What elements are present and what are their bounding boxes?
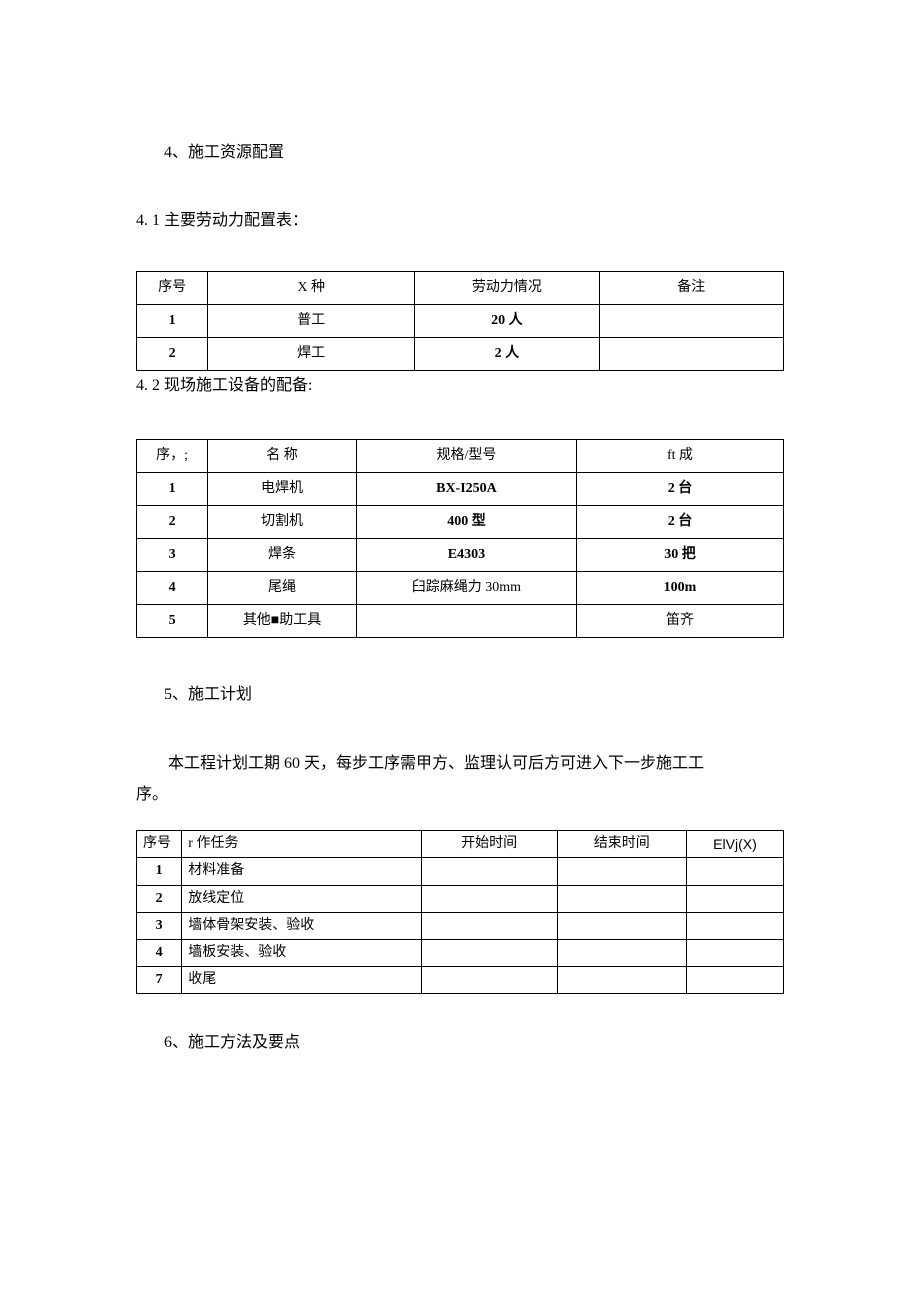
cell-qty: 30 把: [576, 538, 783, 571]
cell-labor: 2 人: [415, 338, 599, 371]
col-spec: 规格/型号: [356, 439, 576, 472]
cell-remark: [599, 305, 783, 338]
cell-name: 焊条: [208, 538, 357, 571]
col-seq: 序号: [137, 272, 208, 305]
cell-seq: 1: [137, 858, 182, 885]
table-row: 1 电焊机 BX-I250A 2 台: [137, 472, 784, 505]
cell-seq: 2: [137, 885, 182, 912]
table-header-row: 序号 X 种 劳动力情况 备注: [137, 272, 784, 305]
cell-spec: BX-I250A: [356, 472, 576, 505]
table-row: 4 墙板安装、验收: [137, 939, 784, 966]
cell-extra: [686, 885, 783, 912]
cell-remark: [599, 338, 783, 371]
cell-end: [557, 912, 686, 939]
table-row: 7 收尾: [137, 967, 784, 994]
cell-task: 墙板安装、验收: [182, 939, 421, 966]
body-line1: 本工程计划工期 60 天，每步工序需甲方、监理认可后方可进入下一步施工工: [136, 749, 784, 779]
document-page: 4、施工资源配置 4. 1 主要劳动力配置表： 序号 X 种 劳动力情况 备注 …: [0, 0, 920, 1198]
cell-extra: [686, 967, 783, 994]
col-qty: ft 成: [576, 439, 783, 472]
col-task: r 作任务: [182, 831, 421, 858]
table-row: 2 切割机 400 型 2 台: [137, 505, 784, 538]
cell-name: 电焊机: [208, 472, 357, 505]
table-row: 1 材料准备: [137, 858, 784, 885]
cell-qty: 2 台: [576, 505, 783, 538]
cell-name: 切割机: [208, 505, 357, 538]
cell-task: 墙体骨架安装、验收: [182, 912, 421, 939]
table-row: 1 普工 20 人: [137, 305, 784, 338]
col-remark: 备注: [599, 272, 783, 305]
cell-seq: 4: [137, 939, 182, 966]
cell-end: [557, 885, 686, 912]
col-extra: ElVj(X): [686, 831, 783, 858]
cell-name: 其他■助工具: [208, 604, 357, 637]
cell-seq: 7: [137, 967, 182, 994]
cell-type: 普工: [208, 305, 415, 338]
cell-extra: [686, 912, 783, 939]
table-row: 3 焊条 E4303 30 把: [137, 538, 784, 571]
cell-start: [421, 858, 557, 885]
cell-start: [421, 939, 557, 966]
labor-table: 序号 X 种 劳动力情况 备注 1 普工 20 人 2 焊工 2 人: [136, 271, 784, 371]
table-row: 3 墙体骨架安装、验收: [137, 912, 784, 939]
section6-heading: 6、施工方法及要点: [164, 1030, 784, 1056]
cell-end: [557, 967, 686, 994]
col-labor: 劳动力情况: [415, 272, 599, 305]
cell-start: [421, 912, 557, 939]
cell-seq: 2: [137, 505, 208, 538]
cell-seq: 2: [137, 338, 208, 371]
cell-seq: 1: [137, 305, 208, 338]
cell-spec: 400 型: [356, 505, 576, 538]
cell-task: 材料准备: [182, 858, 421, 885]
cell-qty: 笛齐: [576, 604, 783, 637]
cell-start: [421, 885, 557, 912]
cell-name: 尾绳: [208, 571, 357, 604]
cell-start: [421, 967, 557, 994]
section5-body: 本工程计划工期 60 天，每步工序需甲方、监理认可后方可进入下一步施工工 序。: [136, 749, 784, 810]
table-row: 2 放线定位: [137, 885, 784, 912]
cell-spec: 臼踪麻绳力 30mm: [356, 571, 576, 604]
col-end: 结束时间: [557, 831, 686, 858]
cell-task: 放线定位: [182, 885, 421, 912]
schedule-table: 序号 r 作任务 开始时间 结束时间 ElVj(X) 1 材料准备 2 放: [136, 830, 784, 994]
cell-type: 焊工: [208, 338, 415, 371]
col-start: 开始时间: [421, 831, 557, 858]
cell-end: [557, 858, 686, 885]
col-name: 名 称: [208, 439, 357, 472]
section41-subheading: 4. 1 主要劳动力配置表：: [136, 208, 784, 234]
cell-qty: 100m: [576, 571, 783, 604]
cell-seq: 1: [137, 472, 208, 505]
section4-heading: 4、施工资源配置: [164, 140, 784, 166]
table-header-row: 序，; 名 称 规格/型号 ft 成: [137, 439, 784, 472]
table-row: 5 其他■助工具 笛齐: [137, 604, 784, 637]
section42-subheading: 4. 2 现场施工设备的配备:: [136, 373, 784, 399]
table-header-row: 序号 r 作任务 开始时间 结束时间 ElVj(X): [137, 831, 784, 858]
section5-heading: 5、施工计划: [164, 682, 784, 708]
equipment-table: 序，; 名 称 规格/型号 ft 成 1 电焊机 BX-I250A 2 台 2 …: [136, 439, 784, 638]
cell-seq: 5: [137, 604, 208, 637]
cell-spec: E4303: [356, 538, 576, 571]
cell-task: 收尾: [182, 967, 421, 994]
cell-extra: [686, 858, 783, 885]
cell-qty: 2 台: [576, 472, 783, 505]
cell-extra: [686, 939, 783, 966]
col-type: X 种: [208, 272, 415, 305]
cell-seq: 3: [137, 912, 182, 939]
cell-spec: [356, 604, 576, 637]
table-row: 4 尾绳 臼踪麻绳力 30mm 100m: [137, 571, 784, 604]
cell-end: [557, 939, 686, 966]
cell-labor: 20 人: [415, 305, 599, 338]
col-seq: 序，;: [137, 439, 208, 472]
col-seq: 序号: [137, 831, 182, 858]
body-line2: 序。: [136, 780, 784, 810]
cell-seq: 3: [137, 538, 208, 571]
table-row: 2 焊工 2 人: [137, 338, 784, 371]
cell-seq: 4: [137, 571, 208, 604]
